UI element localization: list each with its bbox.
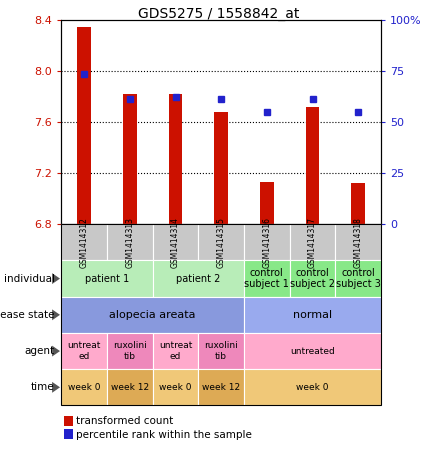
Text: GSM1414312: GSM1414312 — [80, 217, 88, 268]
Text: ruxolini
tib: ruxolini tib — [113, 342, 147, 361]
Text: transformed count: transformed count — [76, 416, 173, 426]
Text: GDS5275 / 1558842_at: GDS5275 / 1558842_at — [138, 7, 300, 21]
Text: time: time — [31, 382, 55, 392]
Text: disease state: disease state — [0, 310, 55, 320]
Text: week 0: week 0 — [68, 383, 100, 392]
Text: ruxolini
tib: ruxolini tib — [204, 342, 238, 361]
Text: alopecia areata: alopecia areata — [110, 310, 196, 320]
Bar — [260, 182, 274, 224]
Text: normal: normal — [293, 310, 332, 320]
Bar — [214, 112, 228, 224]
Text: individual: individual — [4, 274, 55, 284]
Text: week 0: week 0 — [159, 383, 192, 392]
Bar — [351, 183, 365, 224]
Text: untreat
ed: untreat ed — [67, 342, 101, 361]
Text: GSM1414316: GSM1414316 — [262, 217, 272, 268]
Text: untreat
ed: untreat ed — [159, 342, 192, 361]
Text: control
subject 2: control subject 2 — [290, 268, 335, 289]
Bar — [169, 94, 182, 224]
Text: patient 1: patient 1 — [85, 274, 129, 284]
Bar — [123, 94, 137, 224]
Text: GSM1414318: GSM1414318 — [354, 217, 363, 268]
Text: control
subject 1: control subject 1 — [244, 268, 290, 289]
Bar — [77, 27, 91, 224]
Text: week 12: week 12 — [111, 383, 149, 392]
Text: agent: agent — [25, 346, 55, 356]
Text: percentile rank within the sample: percentile rank within the sample — [76, 430, 252, 440]
Text: GSM1414317: GSM1414317 — [308, 217, 317, 268]
Text: patient 2: patient 2 — [176, 274, 221, 284]
Bar — [306, 107, 319, 224]
Text: control
subject 3: control subject 3 — [336, 268, 381, 289]
Text: untreated: untreated — [290, 347, 335, 356]
Text: GSM1414313: GSM1414313 — [125, 217, 134, 268]
Text: GSM1414315: GSM1414315 — [217, 217, 226, 268]
Text: week 0: week 0 — [296, 383, 329, 392]
Text: week 12: week 12 — [202, 383, 240, 392]
Text: GSM1414314: GSM1414314 — [171, 217, 180, 268]
